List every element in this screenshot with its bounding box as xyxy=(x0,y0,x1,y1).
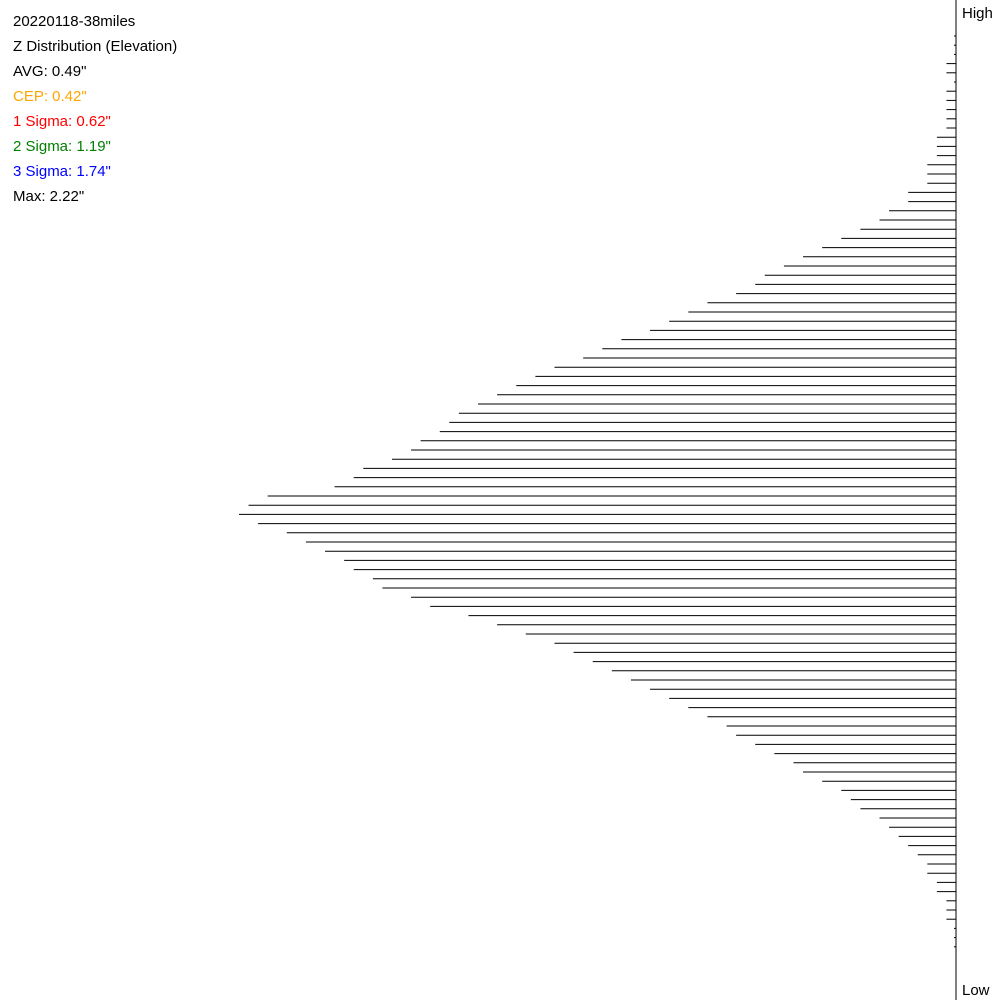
stats-panel: 20220118-38miles Z Distribution (Elevati… xyxy=(13,9,177,209)
chart-title: 20220118-38miles xyxy=(13,13,136,30)
axis-low-label: Low xyxy=(962,982,990,999)
max-stat: Max: 2.22" xyxy=(13,188,85,205)
cep-stat: CEP: 0.42" xyxy=(13,88,87,105)
sigma1-stat: 1 Sigma: 0.62" xyxy=(13,113,111,130)
sigma3-stat: 3 Sigma: 1.74" xyxy=(13,163,111,180)
sigma2-stat: 2 Sigma: 1.19" xyxy=(13,138,111,155)
axis-high-label: High xyxy=(962,5,993,22)
avg-stat: AVG: 0.49" xyxy=(13,63,87,80)
chart-subtitle: Z Distribution (Elevation) xyxy=(13,38,178,55)
